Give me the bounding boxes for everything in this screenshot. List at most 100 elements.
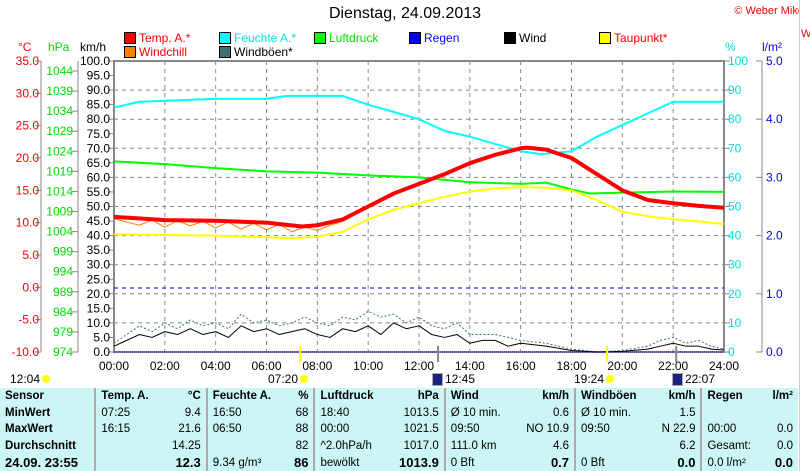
humidity-axis-label: 50 <box>728 200 742 214</box>
x-tick-label: 18:00 <box>556 359 586 373</box>
astro-event: 22:07 <box>672 372 715 386</box>
legend-swatch-icon <box>219 32 231 44</box>
wind-axis-label: 50.0 <box>87 200 111 214</box>
humidity-axis-label: 60 <box>728 170 742 184</box>
wind-axis-label: 65.0 <box>87 156 111 170</box>
side-panel-label: W <box>801 28 810 40</box>
table-cell: 0.7 <box>550 455 570 471</box>
table-cell: 0 Bft <box>443 454 514 471</box>
table-cell: 24.09. 23:55 <box>5 455 79 471</box>
humidity-axis-label: 10 <box>728 316 742 330</box>
legend-item: Taupunkt* <box>599 31 667 45</box>
table-cell: 0.6 <box>553 406 570 419</box>
legend-label: Windböen* <box>234 45 293 59</box>
wind-axis-label: 85.0 <box>87 98 111 112</box>
wind-axis-label: 25.0 <box>87 272 111 286</box>
temp-axis-label: 5.0 <box>22 248 39 262</box>
table-header-cell: Feuchte A. <box>205 388 286 405</box>
table-row: MinWert 07:25 9.4 16:50 68 18:40 1013.5 Ø 10 mi… <box>0 404 798 422</box>
table-header-cell: Wind <box>443 388 514 405</box>
table-header-cell: hPa <box>417 390 439 403</box>
wind-axis-label: 15.0 <box>87 301 111 315</box>
sunset-icon <box>606 375 615 383</box>
pressure-axis-label: 979 <box>53 325 73 339</box>
pressure-axis-label: 989 <box>53 285 73 299</box>
astro-event: 12:45 <box>432 372 475 386</box>
table-cell: 9.4 <box>184 406 201 419</box>
pressure-axis-label: 999 <box>53 245 73 259</box>
table-cell: 0.0 l/m² <box>700 454 764 471</box>
sunrise-icon <box>300 375 309 383</box>
table-cell: 21.6 <box>178 423 201 436</box>
legend-item: Wind <box>504 31 546 45</box>
astro-event: 19:24 <box>574 372 615 386</box>
rain-axis-label: 5.0 <box>766 54 783 68</box>
x-tick-label: 08:00 <box>302 359 332 373</box>
weather-chart: 35.030.025.020.015.010.05.00.0-5.0-10.01… <box>12 54 783 373</box>
legend-item: Windböen* <box>219 45 293 59</box>
table-cell: 4.6 <box>553 440 570 453</box>
table-cell: 0 Bft <box>574 454 651 471</box>
wind-axis-label: 95.0 <box>87 69 111 83</box>
wind-axis-label: 55.0 <box>87 185 111 199</box>
wind-axis-label: 90.0 <box>87 83 111 97</box>
table-cell: MaxWert <box>5 423 53 436</box>
table-cell: ^2.0hPa/h <box>313 437 388 455</box>
table-cell: MinWert <box>5 406 51 419</box>
temp-axis-label: 35.0 <box>16 54 40 68</box>
table-cell: 88 <box>295 423 309 436</box>
table-cell: 07:25 <box>94 404 162 422</box>
temp-axis-label: 15.0 <box>16 183 40 197</box>
wind-axis-label: 30.0 <box>87 258 111 272</box>
wind-axis-label: 75.0 <box>87 127 111 141</box>
legend-item: Regen <box>409 31 459 45</box>
table-header-cell: Regen <box>700 388 764 405</box>
table-cell: 09:50 <box>574 421 651 438</box>
pressure-axis-label: 1034 <box>46 104 73 118</box>
table-header-cell: % <box>298 390 309 403</box>
legend-item: Temp. A.* <box>124 31 190 45</box>
pressure-axis-label: 1014 <box>46 184 73 198</box>
side-panel: W <box>799 0 810 471</box>
table-row: Sensor Temp. A. °C Feuchte A.% Luftdruck hPa W… <box>0 388 798 405</box>
humidity-axis-label: 40 <box>728 229 742 243</box>
x-tick-label: 22:00 <box>658 359 688 373</box>
table-cell <box>700 404 764 422</box>
table-row: MaxWert 16:15 21.6 06:50 88 00:00 1021.5 09:50 N… <box>0 421 798 438</box>
rain-unit: l/m² <box>762 40 782 54</box>
legend-item: Luftdruck <box>314 31 378 45</box>
moon-phase-icon <box>42 375 51 383</box>
humidity-axis-label: 70 <box>728 141 742 155</box>
copyright: © Weber Mike <box>734 5 804 17</box>
table-header-cell: km/h <box>668 390 696 403</box>
table-header-cell: Luftdruck <box>313 388 388 405</box>
table-header-cell: Windböen <box>574 388 651 405</box>
legend-item: Windchill <box>124 45 187 59</box>
astro-time: 07:20 <box>268 372 299 386</box>
table-cell <box>94 454 162 471</box>
series-temp-a <box>113 145 725 229</box>
x-tick-label: 02:00 <box>150 359 180 373</box>
temp-axis-label: 10.0 <box>16 216 40 230</box>
wind-axis-label: 0.0 <box>93 345 110 359</box>
legend-label: Feuchte A.* <box>234 31 297 45</box>
astro-event: 07:20 <box>268 372 309 386</box>
table-cell <box>205 437 286 455</box>
table-header-cell: l/m² <box>772 390 793 403</box>
x-tick-label: 20:00 <box>607 359 637 373</box>
series-windböen <box>113 310 725 353</box>
table-cell: 0.0 <box>777 440 793 453</box>
pressure-axis-label: 1029 <box>46 124 73 138</box>
table-cell: 1013.9 <box>399 455 439 471</box>
table-cell: 00:00 <box>313 421 388 438</box>
table-cell: 18:40 <box>313 404 388 422</box>
x-tick-label: 00:00 <box>99 359 129 373</box>
astro-time: 22:07 <box>685 372 716 386</box>
humidity-axis-label: 0 <box>728 345 735 359</box>
table-cell: 86 <box>293 455 309 471</box>
table-cell: bewölkt <box>313 454 388 471</box>
table-cell <box>94 437 162 455</box>
table-cell: 6.2 <box>679 440 696 453</box>
humidity-axis-label: 100 <box>728 54 748 68</box>
